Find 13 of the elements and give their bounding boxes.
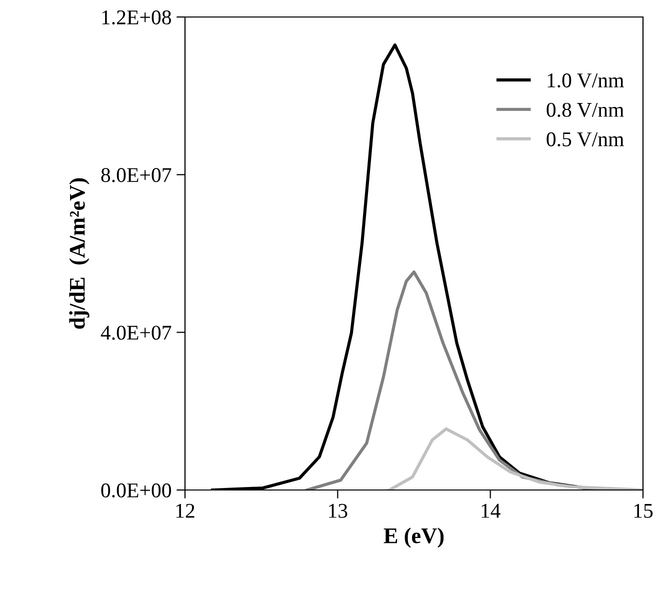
x-tick-label: 14 xyxy=(482,504,500,518)
y-tick-label: 4.0E+07 xyxy=(100,326,172,340)
y-tick-label: 1.2E+08 xyxy=(102,10,172,25)
x-tick-label: 12 xyxy=(176,504,194,518)
y-tick-label: 8.0E+07 xyxy=(101,168,172,182)
x-tick-label: 15 xyxy=(634,504,653,518)
legend-label: 0.8 V/nm xyxy=(546,102,624,117)
x-axis-title: E (eV) xyxy=(384,528,444,548)
x-tick-label: 13 xyxy=(329,504,348,518)
y-tick-label: 0.0E+00 xyxy=(101,483,172,498)
legend-label: 1.0 V/nm xyxy=(548,73,624,88)
legend-label: 0.5 V/nm xyxy=(546,132,624,146)
y-axis-title: dj/dE (A/m²eV) xyxy=(69,178,90,329)
